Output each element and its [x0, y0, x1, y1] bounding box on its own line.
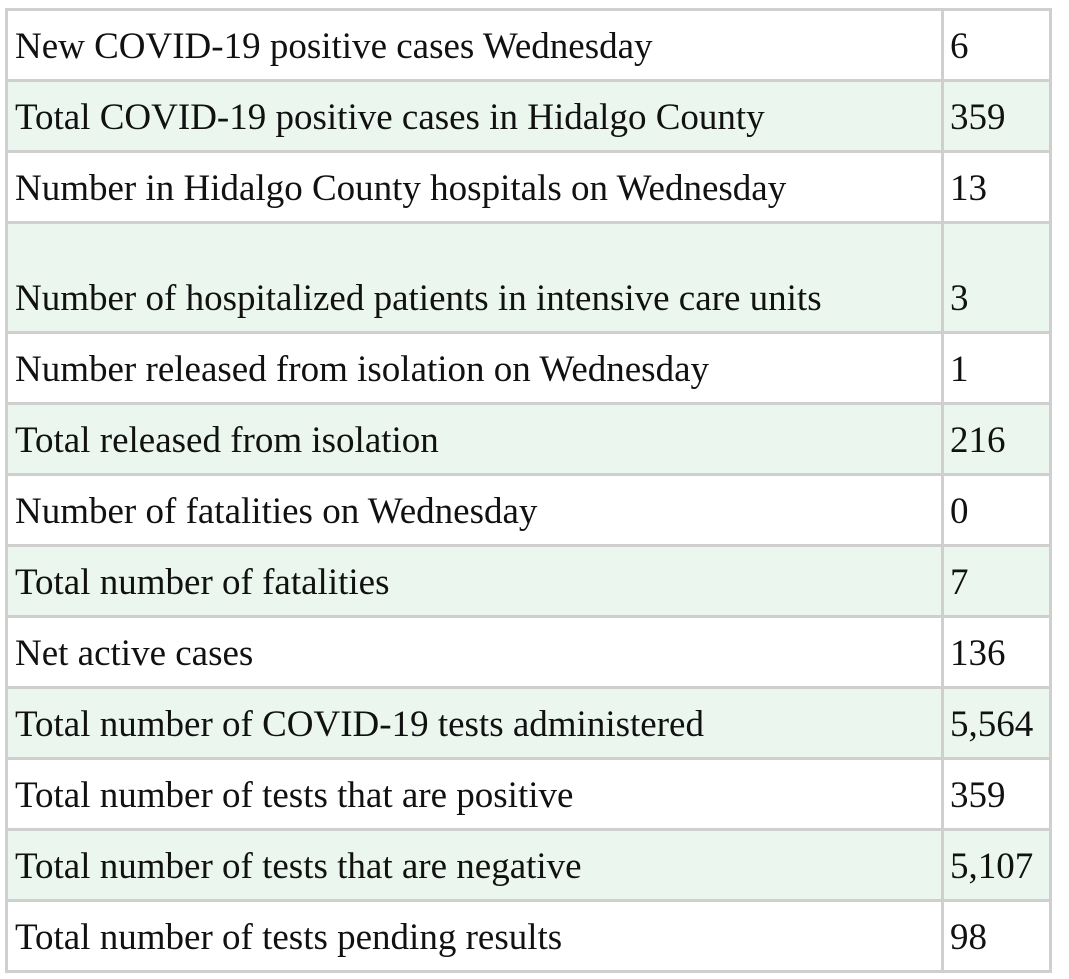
row-label: Total number of tests that are positive	[5, 757, 944, 831]
table-row: Total released from isolation 216	[5, 402, 1052, 476]
table-row: Total number of tests pending results 98	[5, 899, 1052, 973]
row-label: Total number of tests that are negative	[5, 828, 944, 902]
table-row: Number in Hidalgo County hospitals on We…	[5, 150, 1052, 224]
row-label: Total released from isolation	[5, 402, 944, 476]
table-row: Total number of fatalities 7	[5, 544, 1052, 618]
row-label: New COVID-19 positive cases Wednesday	[5, 8, 944, 82]
row-value: 136	[941, 615, 1052, 689]
row-label: Number of hospitalized patients in inten…	[5, 221, 944, 334]
row-value: 3	[941, 221, 1052, 334]
row-value: 1	[941, 331, 1052, 405]
table-row: Number released from isolation on Wednes…	[5, 331, 1052, 405]
covid-stats-table: New COVID-19 positive cases Wednesday 6 …	[5, 8, 1052, 973]
row-value: 5,107	[941, 828, 1052, 902]
table-row: Total COVID-19 positive cases in Hidalgo…	[5, 79, 1052, 153]
row-value: 0	[941, 473, 1052, 547]
row-label: Number in Hidalgo County hospitals on We…	[5, 150, 944, 224]
row-label: Total COVID-19 positive cases in Hidalgo…	[5, 79, 944, 153]
row-label: Net active cases	[5, 615, 944, 689]
table-row: Net active cases 136	[5, 615, 1052, 689]
row-value: 7	[941, 544, 1052, 618]
table-row: Number of fatalities on Wednesday 0	[5, 473, 1052, 547]
row-value: 5,564	[941, 686, 1052, 760]
table-row: Number of hospitalized patients in inten…	[5, 221, 1052, 334]
row-label: Number released from isolation on Wednes…	[5, 331, 944, 405]
row-value: 359	[941, 757, 1052, 831]
row-value: 98	[941, 899, 1052, 973]
table-row: Total number of tests that are positive …	[5, 757, 1052, 831]
row-label: Total number of COVID-19 tests administe…	[5, 686, 944, 760]
row-label: Total number of tests pending results	[5, 899, 944, 973]
table-row: Total number of COVID-19 tests administe…	[5, 686, 1052, 760]
table-row: Total number of tests that are negative …	[5, 828, 1052, 902]
row-value: 359	[941, 79, 1052, 153]
row-value: 216	[941, 402, 1052, 476]
row-value: 6	[941, 8, 1052, 82]
row-label: Number of fatalities on Wednesday	[5, 473, 944, 547]
table-row: New COVID-19 positive cases Wednesday 6	[5, 8, 1052, 82]
row-value: 13	[941, 150, 1052, 224]
row-label: Total number of fatalities	[5, 544, 944, 618]
